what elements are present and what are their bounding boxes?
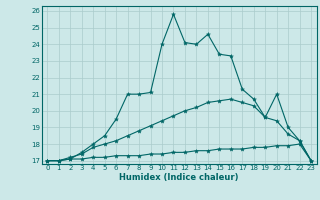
X-axis label: Humidex (Indice chaleur): Humidex (Indice chaleur) xyxy=(119,173,239,182)
